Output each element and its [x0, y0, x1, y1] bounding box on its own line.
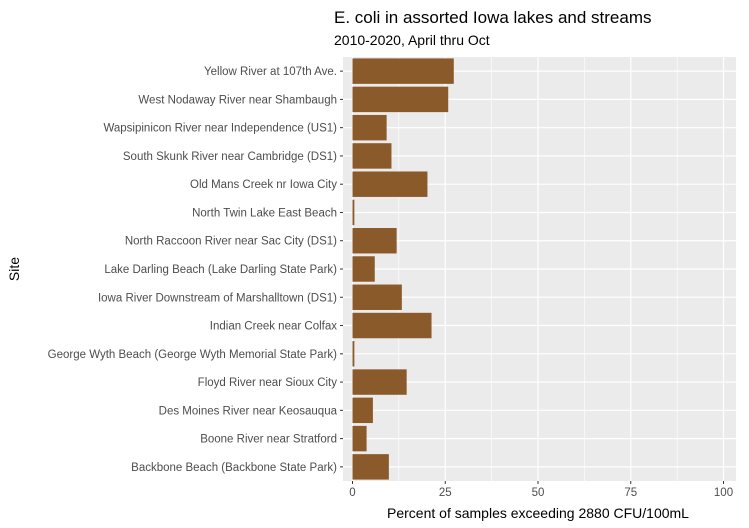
x-tick-label: 0 [349, 487, 355, 499]
category-label: Lake Darling Beach (Lake Darling State P… [104, 264, 337, 276]
bar [352, 284, 402, 310]
category-label: Yellow River at 107th Ave. [204, 66, 337, 78]
bar [352, 454, 389, 480]
x-axis-ticks: 0 25 50 75 100 [349, 481, 733, 499]
category-label: Floyd River near Sioux City [198, 377, 338, 389]
category-label: Backbone Beach (Backbone State Park) [131, 462, 337, 474]
category-label: Boone River near Stratford [200, 434, 337, 446]
bar [352, 425, 367, 452]
bar [352, 114, 387, 141]
category-label: North Twin Lake East Beach [192, 207, 337, 219]
x-tick-label: 50 [532, 487, 545, 499]
category-label: North Raccoon River near Sac City (DS1) [125, 236, 337, 248]
x-tick-label: 25 [439, 487, 452, 499]
category-label: Des Moines River near Keosauqua [159, 405, 338, 417]
bar [352, 86, 449, 113]
bar [352, 58, 454, 84]
bar [352, 171, 428, 197]
chart-title: E. coli in assorted Iowa lakes and strea… [334, 8, 652, 27]
bar [352, 228, 397, 254]
bar [352, 397, 373, 424]
category-label: West Nodaway River near Shambaugh [138, 94, 337, 106]
x-axis-title: Percent of samples exceeding 2880 CFU/10… [387, 505, 689, 521]
bar [352, 369, 407, 395]
bar [352, 143, 392, 169]
bar [352, 312, 432, 339]
bar [352, 341, 355, 367]
y-axis-title: Site [6, 257, 22, 281]
bars [352, 58, 454, 480]
x-tick-label: 75 [624, 487, 637, 499]
category-label: Wapsipinicon River near Independence (US… [103, 123, 337, 135]
category-label: Iowa River Downstream of Marshalltown (D… [98, 292, 337, 304]
category-label: Indian Creek near Colfax [210, 321, 337, 333]
category-label: South Skunk River near Cambridge (DS1) [123, 151, 337, 163]
bar [352, 256, 375, 282]
bar [352, 199, 355, 226]
category-label: George Wyth Beach (George Wyth Memorial … [48, 349, 337, 361]
category-label: Old Mans Creek nr Iowa City [190, 179, 337, 191]
chart-subtitle: 2010-2020, April thru Oct [334, 32, 490, 48]
x-tick-label: 100 [714, 487, 733, 499]
category-labels: Yellow River at 107th Ave. West Nodaway R… [48, 66, 343, 474]
